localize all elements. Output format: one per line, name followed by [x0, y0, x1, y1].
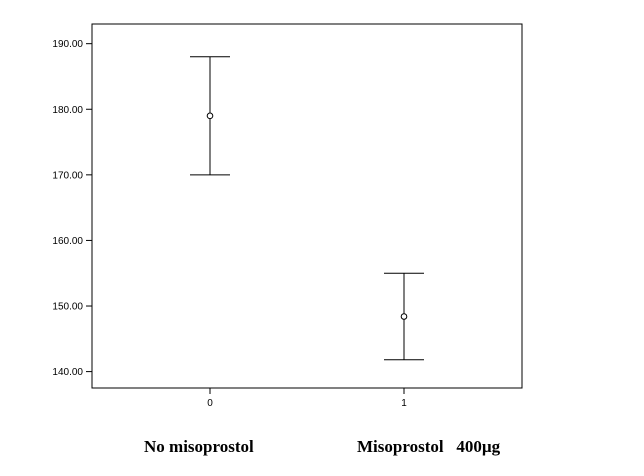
mean-marker: [400, 313, 408, 320]
group-label-no-misoprostol: No misoprostol: [144, 437, 254, 456]
y-tick-label: 180.00: [52, 105, 83, 116]
y-axis: 140.00 150.00 160.00 170.00 180.00 190.00: [52, 39, 92, 378]
error-bar-group: [190, 56, 230, 176]
group-label-misoprostol: Misoprostol 400µg: [357, 437, 501, 456]
error-bar-group: [384, 272, 424, 361]
plot-frame: [91, 23, 523, 389]
error-bars: [190, 56, 424, 361]
y-tick-label: 140.00: [52, 367, 83, 378]
x-tick-label: 0: [207, 398, 213, 409]
y-tick-label: 160.00: [52, 236, 83, 247]
y-tick-label: 150.00: [52, 302, 83, 313]
y-tick-label: 170.00: [52, 170, 83, 181]
x-tick-label: 1: [401, 398, 407, 409]
y-tick-label: 190.00: [52, 39, 83, 50]
mean-marker: [206, 112, 214, 120]
